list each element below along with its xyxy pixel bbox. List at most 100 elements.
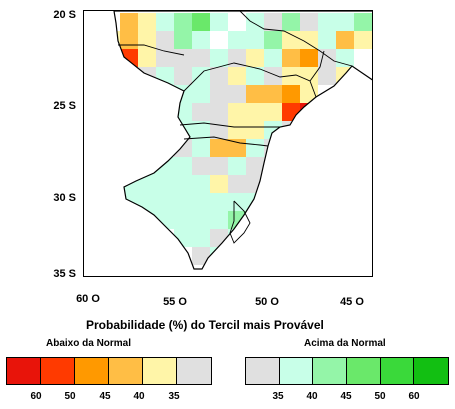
legend-above-swatch-2 — [313, 358, 347, 384]
prob-cell — [210, 157, 228, 175]
prob-cell — [318, 13, 336, 31]
prob-cell — [192, 85, 210, 103]
prob-cell — [300, 31, 318, 49]
probability-cells — [114, 13, 372, 265]
state-border — [179, 122, 280, 128]
x-tick-50o: 50 O — [255, 296, 279, 308]
legend-above-label-50: 50 — [374, 391, 386, 402]
prob-cell — [138, 31, 156, 49]
legend-above-label-35: 35 — [272, 391, 284, 402]
legend-above-label-40: 40 — [306, 391, 318, 402]
prob-cell — [120, 49, 138, 67]
prob-cell — [246, 103, 264, 121]
prob-cell — [228, 103, 246, 121]
legend-below-label-45: 45 — [99, 391, 111, 402]
state-border — [229, 200, 251, 244]
prob-cell — [210, 139, 228, 157]
legend-below-swatches — [6, 357, 212, 385]
prob-cell — [228, 85, 246, 103]
prob-cell — [264, 85, 282, 103]
legend-below-title: Abaixo da Normal — [46, 338, 132, 349]
legend-below-label-50: 50 — [64, 391, 76, 402]
prob-cell — [264, 49, 282, 67]
prob-cell — [138, 13, 156, 31]
prob-cell — [120, 31, 138, 49]
prob-cell — [336, 31, 354, 49]
prob-cell — [318, 67, 336, 85]
legend-below-swatch-0 — [7, 358, 41, 384]
prob-cell — [354, 13, 372, 31]
prob-cell — [210, 247, 228, 265]
legend-above-swatch-4 — [380, 358, 415, 384]
prob-cell — [282, 31, 300, 49]
prob-cell — [282, 49, 300, 67]
prob-cell — [246, 139, 264, 157]
prob-cell — [228, 175, 246, 193]
legend-above-swatch-0 — [246, 358, 280, 384]
map-canvas — [113, 11, 372, 270]
prob-cell — [192, 103, 210, 121]
prob-cell — [174, 139, 192, 157]
prob-cell — [264, 67, 282, 85]
prob-cell — [120, 67, 138, 85]
prob-cell — [156, 13, 174, 31]
prob-cell — [228, 121, 246, 139]
legend-above-label-45: 45 — [340, 391, 352, 402]
y-tick-20s: 20 S — [53, 9, 76, 21]
prob-cell — [138, 193, 156, 211]
state-border — [239, 11, 353, 67]
legend-below-swatch-2 — [74, 358, 109, 384]
prob-cell — [138, 175, 156, 193]
prob-cell — [282, 13, 300, 31]
prob-cell — [264, 121, 282, 139]
prob-cell — [336, 67, 354, 85]
prob-cell — [264, 139, 282, 157]
prob-cell — [174, 211, 192, 229]
prob-cell — [264, 103, 282, 121]
prob-cell — [174, 193, 192, 211]
prob-cell — [192, 193, 210, 211]
prob-cell — [300, 67, 318, 85]
prob-cell — [156, 31, 174, 49]
x-tick-60o: 60 O — [76, 293, 100, 305]
prob-cell — [192, 139, 210, 157]
prob-cell — [192, 13, 210, 31]
legend-below-swatch-4 — [142, 358, 177, 384]
prob-cell — [210, 211, 228, 229]
prob-cell — [174, 157, 192, 175]
prob-cell — [228, 193, 246, 211]
prob-cell — [192, 49, 210, 67]
prob-cell — [210, 121, 228, 139]
prob-cell — [354, 31, 372, 49]
prob-cell — [192, 247, 210, 265]
prob-cell — [300, 103, 318, 121]
prob-cell — [174, 175, 192, 193]
prob-cell — [192, 157, 210, 175]
prob-cell — [210, 49, 228, 67]
prob-cell — [282, 85, 300, 103]
prob-cell — [210, 85, 228, 103]
prob-cell — [192, 229, 210, 247]
prob-cell — [336, 13, 354, 31]
state-border — [118, 44, 185, 56]
prob-cell — [210, 67, 228, 85]
state-border — [183, 62, 317, 98]
coastline — [113, 11, 372, 270]
prob-cell — [210, 175, 228, 193]
prob-cell — [246, 157, 264, 175]
legend-below-swatch-5 — [176, 358, 211, 384]
legend-below-label-40: 40 — [133, 391, 145, 402]
x-tick-55o: 55 O — [163, 296, 187, 308]
prob-cell — [318, 49, 336, 67]
prob-cell — [264, 31, 282, 49]
prob-cell — [228, 157, 246, 175]
prob-cell — [228, 67, 246, 85]
legend-below-label-60: 60 — [30, 391, 42, 402]
prob-cell — [246, 229, 264, 247]
prob-cell — [174, 13, 192, 31]
prob-cell — [246, 31, 264, 49]
prob-cell — [228, 31, 246, 49]
prob-cell — [210, 229, 228, 247]
prob-cell — [318, 31, 336, 49]
legend-above-swatches — [245, 357, 449, 385]
